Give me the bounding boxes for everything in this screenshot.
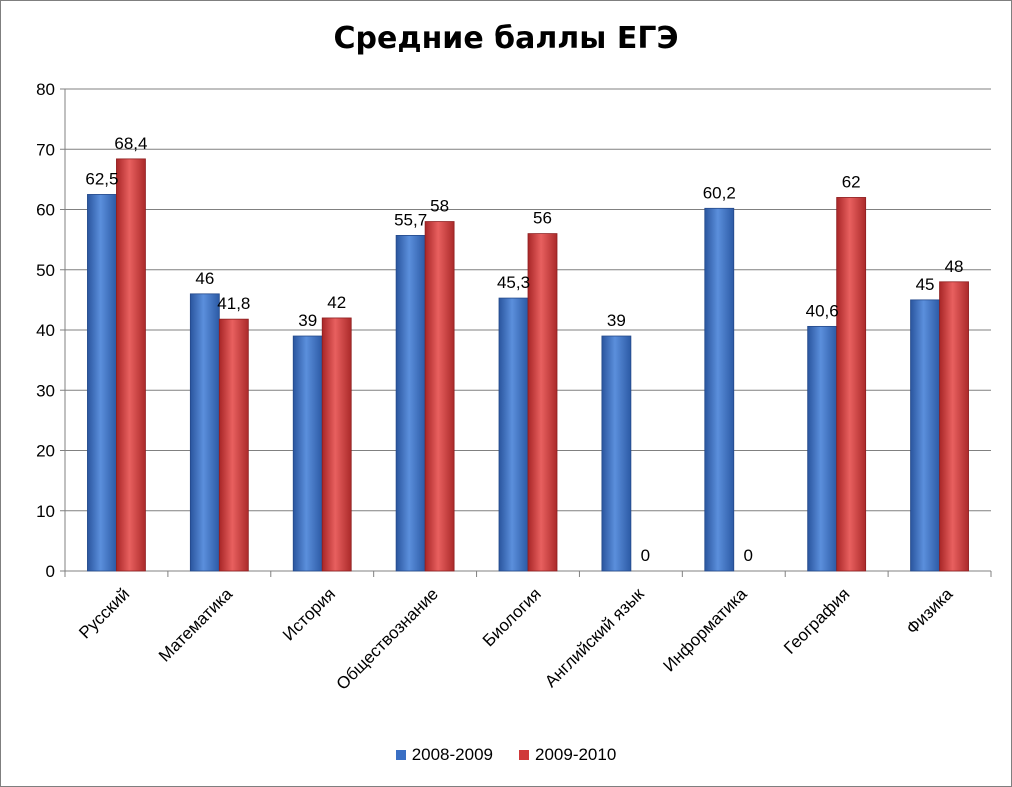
bar-2009-2010-4 — [527, 233, 558, 572]
data-label: 60,2 — [703, 183, 736, 202]
bar-2008-2009-6 — [704, 207, 735, 572]
data-label: 62,5 — [85, 169, 118, 188]
bar-2009-2010-3 — [424, 221, 455, 572]
chart-plot: 0 10 20 30 40 50 60 70 80 62,5 46 39 55,7 45,3 39 60,2… — [36, 80, 992, 694]
x-tick-label: Математика — [155, 584, 237, 666]
data-label: 55,7 — [394, 210, 427, 229]
legend-label: 2009-2010 — [535, 745, 617, 764]
data-label: 48 — [945, 257, 964, 276]
bar-2008-2009-7 — [807, 325, 838, 572]
bar-2008-2009-8 — [910, 299, 940, 572]
bar-2008-2009-2 — [292, 335, 323, 572]
x-tick-label: География — [780, 584, 853, 657]
legend: 2008-2009 2009-2010 — [1, 745, 1011, 765]
x-tick-label: Физика — [903, 584, 957, 638]
y-tick-label: 40 — [36, 321, 55, 340]
legend-item: 2009-2010 — [519, 745, 616, 765]
data-label: 40,6 — [806, 301, 839, 320]
data-label: 45 — [916, 275, 935, 294]
data-label: 42 — [327, 293, 346, 312]
data-label: 45,3 — [497, 273, 530, 292]
x-tick-label: Биология — [479, 584, 545, 650]
data-label: 39 — [298, 311, 317, 330]
data-label: 46 — [195, 269, 214, 288]
chart-title: Средние баллы ЕГЭ — [333, 21, 679, 56]
y-tick-label: 80 — [36, 80, 55, 99]
bar-2009-2010-2 — [321, 317, 352, 572]
legend-swatch — [519, 750, 529, 760]
y-tick-label: 60 — [36, 201, 55, 220]
bar-2009-2010-8 — [939, 281, 969, 572]
data-label: 39 — [607, 311, 626, 330]
bar-2009-2010-0 — [116, 158, 146, 572]
legend-item: 2008-2009 — [395, 745, 493, 765]
bar-2008-2009-5 — [601, 335, 632, 572]
bar-2008-2009-4 — [498, 297, 529, 572]
y-tick-label: 20 — [36, 442, 55, 461]
data-label: 41,8 — [217, 294, 250, 313]
data-label: 58 — [430, 197, 449, 216]
x-tick-label: Английский язык — [541, 584, 648, 691]
y-tick-label: 10 — [36, 502, 55, 521]
data-label: 68,4 — [114, 134, 147, 153]
data-label: 62 — [842, 172, 861, 191]
bar-2008-2009-1 — [189, 293, 220, 572]
x-tick-label: История — [279, 584, 339, 644]
legend-label: 2008-2009 — [411, 745, 493, 764]
y-tick-label: 70 — [36, 140, 55, 159]
y-tick-label: 0 — [46, 562, 55, 581]
legend-swatch — [395, 750, 406, 760]
data-label: 56 — [533, 209, 552, 228]
bar-2009-2010-7 — [836, 197, 867, 572]
x-tick-label: Русский — [75, 584, 133, 642]
x-tick-label: Обществознание — [333, 584, 442, 693]
x-tick-label: Информатика — [660, 584, 751, 675]
data-label: 0 — [744, 546, 753, 565]
bar-2009-2010-1 — [218, 318, 249, 572]
data-label: 0 — [641, 546, 650, 565]
y-tick-label: 30 — [36, 381, 55, 400]
bar-2008-2009-0 — [87, 194, 117, 572]
bar-2008-2009-3 — [395, 235, 426, 572]
y-tick-label: 50 — [36, 261, 55, 280]
